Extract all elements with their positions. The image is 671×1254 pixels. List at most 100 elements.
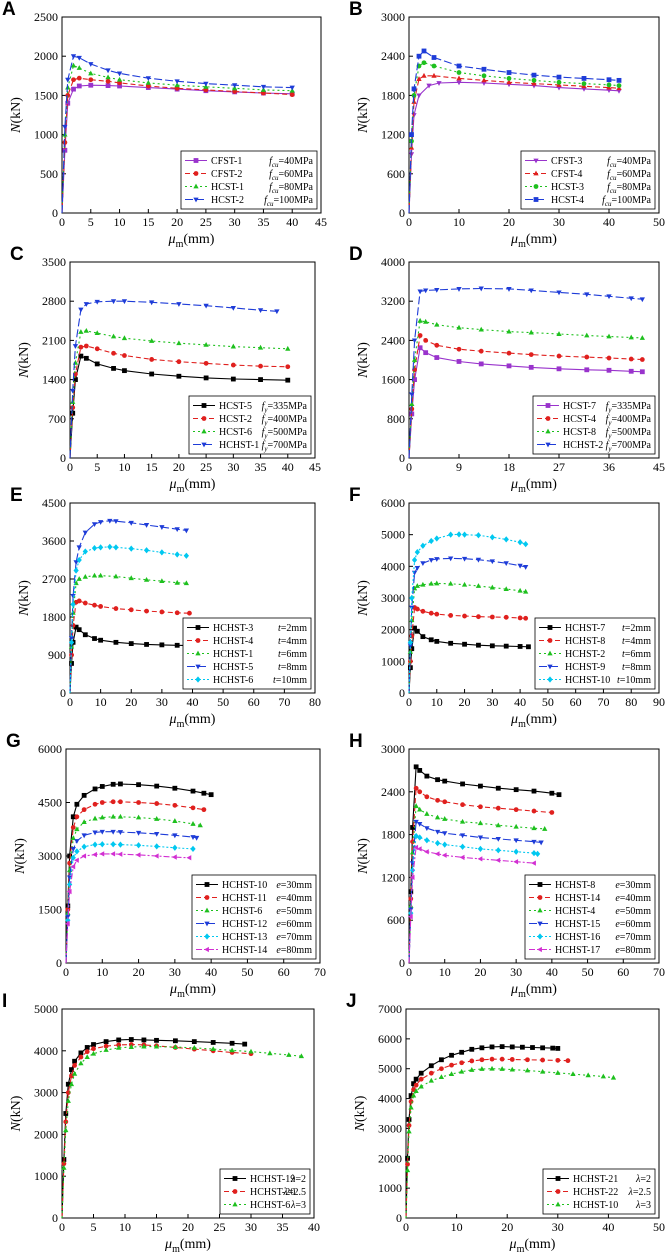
legend-series-param: fy=400MPa [262, 414, 308, 427]
data-point [143, 547, 150, 554]
series-line [408, 320, 643, 459]
data-point [428, 610, 434, 616]
y-axis-title: N(kN) [356, 342, 371, 379]
legend-series-name: HCHST-10 [565, 675, 610, 686]
data-point [506, 328, 512, 334]
data-point [81, 792, 87, 798]
legend-series-param: t=4mm [278, 636, 307, 647]
data-point [171, 854, 177, 860]
data-point [456, 531, 462, 538]
data-point [528, 352, 534, 358]
data-point [442, 778, 448, 784]
data-point [475, 532, 482, 539]
x-tick-label: 18 [503, 460, 515, 474]
legend-series-name: HCHST-10 [573, 1200, 618, 1211]
x-tick-label: 40 [286, 215, 298, 229]
series-hchst-10 [407, 531, 529, 694]
data-point [76, 55, 82, 61]
legend-series-name: HCHST-11 [222, 893, 267, 904]
legend-marker [232, 1201, 238, 1207]
chart-panel-f: F 0 10 20 30 40 50 60 70 80 90 0 1000 2000 3000 4000 500… [349, 485, 665, 730]
x-tick-label: 30 [169, 965, 181, 979]
legend-series-param: e=80mm [276, 945, 312, 956]
data-point [172, 844, 178, 851]
legend-series-param: e=50mm [615, 906, 651, 917]
data-point [83, 328, 89, 333]
data-point [122, 368, 127, 374]
data-point [411, 338, 418, 344]
data-point [475, 557, 482, 563]
data-point [230, 376, 236, 382]
data-point [411, 570, 418, 576]
data-point [420, 581, 426, 587]
data-point [442, 799, 448, 805]
data-point [479, 1045, 485, 1051]
x-tick-label: 40 [602, 1220, 614, 1234]
y-tick-label: 1800 [381, 828, 405, 842]
data-point [128, 575, 134, 581]
x-axis-title: μm(mm) [509, 1237, 556, 1254]
data-point [489, 643, 495, 649]
data-point [424, 837, 430, 844]
legend-series-name: HCHST-19 [250, 1174, 295, 1185]
x-tick-label: 25 [200, 215, 212, 229]
series-hchst-19 [61, 1037, 248, 1219]
data-point [159, 549, 165, 556]
series-line [61, 1046, 302, 1219]
y-tick-label: 3000 [378, 1121, 402, 1135]
data-point [176, 302, 182, 307]
data-point [63, 1127, 69, 1133]
x-tick-label: 25 [214, 1220, 226, 1234]
x-tick-label: 70 [314, 965, 326, 979]
x-tick-label: 0 [59, 1220, 65, 1234]
data-point [63, 1111, 69, 1116]
legend-marker [201, 428, 207, 434]
data-point [64, 921, 70, 927]
legend-series-name: HCHST-7 [565, 623, 605, 634]
data-point [173, 1038, 178, 1044]
data-point [88, 77, 94, 83]
data-point [149, 300, 155, 306]
data-point [509, 1066, 515, 1072]
data-point [65, 100, 71, 106]
legend-marker [232, 1176, 238, 1181]
data-point [98, 637, 104, 643]
y-tick-label: 2400 [381, 785, 405, 799]
data-point [92, 851, 97, 858]
y-tick-label: 3000 [381, 591, 405, 605]
y-tick-label: 5000 [381, 528, 405, 542]
legend-marker [537, 946, 542, 953]
data-point [550, 1045, 556, 1051]
legend-series-param: e=50mm [276, 906, 312, 917]
data-point [285, 377, 291, 383]
data-point [499, 1056, 505, 1062]
data-point [289, 92, 295, 98]
data-point [456, 63, 462, 69]
legend-marker [533, 170, 539, 176]
data-point [71, 1070, 78, 1076]
data-point [549, 790, 555, 796]
legend: HCHST-7 t=2mm HCHST-8 t=4mm HCHST-2 t=6mm HCHS… [534, 617, 656, 690]
data-point [495, 805, 501, 811]
data-point [420, 542, 426, 549]
data-point [411, 357, 418, 362]
legend-marker [204, 882, 210, 887]
data-point [201, 790, 207, 796]
legend-series-name: CFST-2 [211, 169, 242, 180]
legend: CFST-3 fcu=40MPa CFST-4 fcu=60MPa HCST-3 fcu=… [520, 150, 656, 210]
data-point [136, 782, 141, 788]
series-hcst-4 [408, 333, 645, 459]
legend-series-name: HCST-7 [563, 401, 596, 412]
x-tick-label: 20 [503, 215, 515, 229]
series-line [69, 546, 187, 694]
data-point [65, 77, 71, 83]
data-point [461, 581, 468, 587]
data-point [503, 586, 509, 592]
legend: HCST-5 fy=335MPa HCST-2 fy=400MPa HCST-6 fy=5… [188, 395, 312, 455]
data-point [584, 332, 590, 338]
series-line [408, 846, 535, 964]
data-point [434, 557, 440, 562]
legend-series-param: e=70mm [276, 932, 312, 943]
data-point [456, 324, 462, 330]
data-point [116, 1044, 122, 1050]
